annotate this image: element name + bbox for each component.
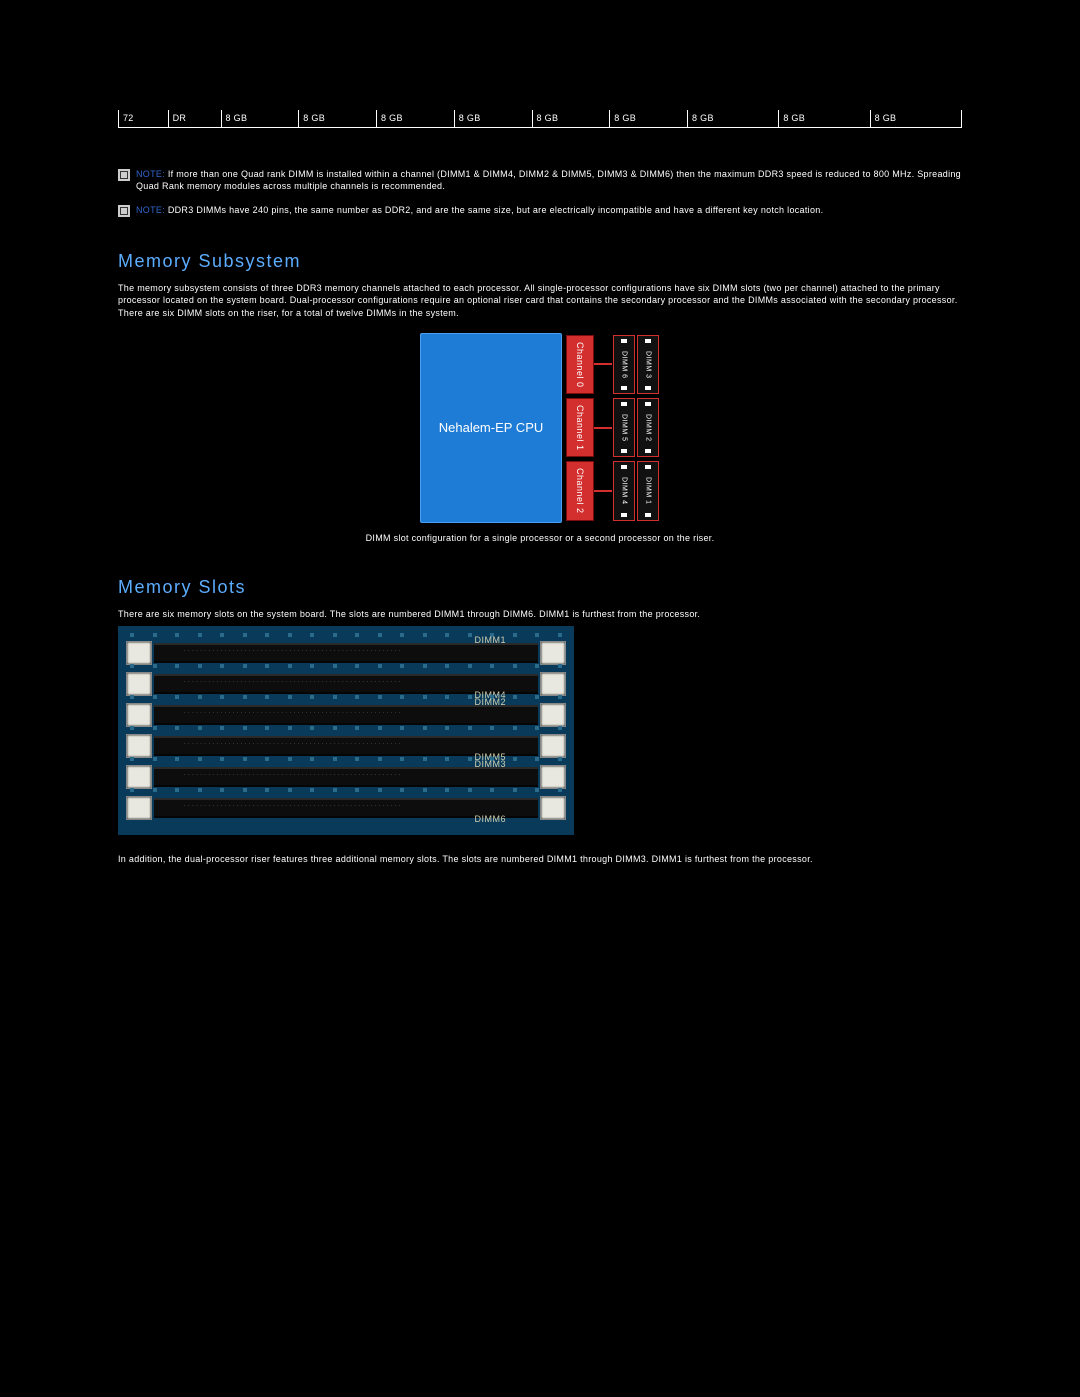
slot-clip [126, 765, 152, 789]
dimm-column: DIMM 6 DIMM 5 DIMM 4 [612, 333, 636, 523]
dimm-box: DIMM 2 [637, 398, 659, 457]
spec-cell: 8 GB [779, 110, 870, 128]
channel-box: Channel 1 [566, 398, 594, 457]
note-label: NOTE: [136, 169, 165, 179]
cpu-box: Nehalem-EP CPU [420, 333, 562, 523]
memory-slot-row: · · · · · · · · · · · · · · · · · · · · … [126, 701, 566, 729]
cpu-dimm-diagram: Nehalem-EP CPU Channel 0 Channel 1 Chann… [420, 333, 660, 523]
heading-memory-slots: Memory Slots [118, 577, 962, 598]
dimm-box: DIMM 5 [613, 398, 635, 457]
memory-slot-row: · · · · · · · · · · · · · · · · · · · · … [126, 732, 566, 760]
slot-clip [540, 765, 566, 789]
spec-cell: 8 GB [870, 110, 961, 128]
note-item: NOTE: If more than one Quad rank DIMM is… [118, 168, 962, 192]
subsystem-paragraph: The memory subsystem consists of three D… [118, 282, 962, 318]
note-icon [118, 169, 130, 181]
slot-clip [540, 796, 566, 820]
connector-line [594, 427, 612, 429]
connector-column [594, 333, 612, 523]
memory-slot-board: · · · · · · · · · · · · · · · · · · · · … [118, 626, 574, 835]
subsystem-diagram-wrap: Nehalem-EP CPU Channel 0 Channel 1 Chann… [118, 333, 962, 543]
spec-cell: DR [168, 110, 221, 128]
slot-clip [126, 734, 152, 758]
spec-cell: 8 GB [688, 110, 779, 128]
slots-paragraph: There are six memory slots on the system… [118, 608, 962, 620]
memory-slot-row: · · · · · · · · · · · · · · · · · · · · … [126, 670, 566, 698]
dimm-box: DIMM 6 [613, 335, 635, 394]
slot-label: DIMM2 [475, 697, 507, 707]
note-label: NOTE: [136, 205, 165, 215]
connector-line [594, 363, 612, 365]
slots-paragraph-2: In addition, the dual-processor riser fe… [118, 853, 962, 865]
note-item: NOTE: DDR3 DIMMs have 240 pins, the same… [118, 204, 962, 217]
slot-clip [540, 641, 566, 665]
slot-bar: · · · · · · · · · · · · · · · · · · · · … [154, 705, 538, 725]
slot-clip [126, 703, 152, 727]
spec-cell: 8 GB [532, 110, 610, 128]
slot-bar: · · · · · · · · · · · · · · · · · · · · … [154, 767, 538, 787]
spec-cell: 8 GB [221, 110, 299, 128]
slot-clip [540, 703, 566, 727]
memory-slot-row: · · · · · · · · · · · · · · · · · · · · … [126, 763, 566, 791]
slot-clip [126, 672, 152, 696]
spec-cell: 8 GB [454, 110, 532, 128]
slot-clip [126, 796, 152, 820]
memory-slot-row: · · · · · · · · · · · · · · · · · · · · … [126, 639, 566, 667]
heading-memory-subsystem: Memory Subsystem [118, 251, 962, 272]
note-icon [118, 205, 130, 217]
slot-clip [540, 734, 566, 758]
slot-label: DIMM1 [475, 635, 507, 645]
slot-label: DIMM3 [475, 759, 507, 769]
slot-clip [126, 641, 152, 665]
connector-line [594, 490, 612, 492]
channel-box: Channel 2 [566, 461, 594, 520]
slot-bar: · · · · · · · · · · · · · · · · · · · · … [154, 643, 538, 663]
spec-cell: 72 [119, 110, 169, 128]
channel-box: Channel 0 [566, 335, 594, 394]
slot-label: DIMM6 [475, 814, 507, 824]
dimm-box: DIMM 4 [613, 461, 635, 520]
spec-cell: 8 GB [377, 110, 455, 128]
note-text: If more than one Quad rank DIMM is insta… [136, 169, 961, 191]
spec-cell: 8 GB [299, 110, 377, 128]
channel-column: Channel 0 Channel 1 Channel 2 [566, 333, 594, 523]
note-text: DDR3 DIMMs have 240 pins, the same numbe… [168, 205, 824, 215]
notes-block: NOTE: If more than one Quad rank DIMM is… [118, 168, 962, 217]
diagram-caption: DIMM slot configuration for a single pro… [118, 533, 962, 543]
spec-table: 72DR8 GB8 GB8 GB8 GB8 GB8 GB8 GB8 GB8 GB [118, 110, 962, 128]
cpu-label: Nehalem-EP CPU [439, 420, 544, 435]
slot-clip [540, 672, 566, 696]
document-page: 72DR8 GB8 GB8 GB8 GB8 GB8 GB8 GB8 GB8 GB… [0, 0, 1080, 865]
memory-slot-row: · · · · · · · · · · · · · · · · · · · · … [126, 794, 566, 822]
dimm-box: DIMM 1 [637, 461, 659, 520]
spec-cell: 8 GB [610, 110, 688, 128]
dimm-column: DIMM 3 DIMM 2 DIMM 1 [636, 333, 660, 523]
dimm-box: DIMM 3 [637, 335, 659, 394]
